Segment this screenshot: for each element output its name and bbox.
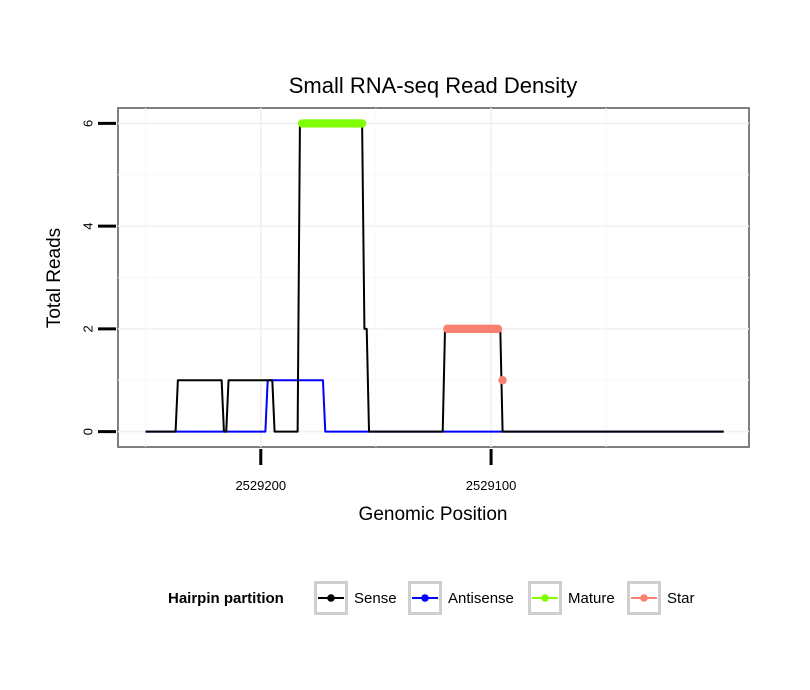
y-tick-label: 2 [81,325,96,332]
series-star [443,324,507,385]
y-tick-label: 4 [81,223,96,230]
legend-item-mature: Mature [528,581,615,615]
legend-key-point [541,594,549,602]
star-point [498,376,507,385]
axes: 0 2 4 6 2529200 2529100 [81,120,517,493]
legend: Hairpin partition Sense Antisense Mature St… [168,581,695,615]
legend-item-sense: Sense [314,581,397,615]
legend-label: Mature [568,590,615,607]
legend-label: Antisense [448,590,514,607]
star-point [493,324,503,334]
legend-label: Sense [354,590,397,607]
legend-key-point [640,594,648,602]
mature-point [357,119,367,128]
x-axis-title: Genomic Position [359,504,508,525]
legend-key-point [327,594,335,602]
y-tick-label: 0 [81,428,96,435]
series-mature [298,119,367,128]
chart-title: Small RNA-seq Read Density [289,73,578,98]
legend-label: Star [667,590,695,607]
x-tick-label: 2529200 [235,478,286,493]
x-tick-label: 2529100 [466,478,517,493]
series-layer [145,119,724,433]
y-tick-label: 6 [81,120,96,127]
y-axis-title: Total Reads [44,228,65,328]
legend-item-star: Star [627,581,695,615]
legend-title: Hairpin partition [168,590,284,607]
legend-item-antisense: Antisense [408,581,514,615]
legend-key-point [421,594,429,602]
